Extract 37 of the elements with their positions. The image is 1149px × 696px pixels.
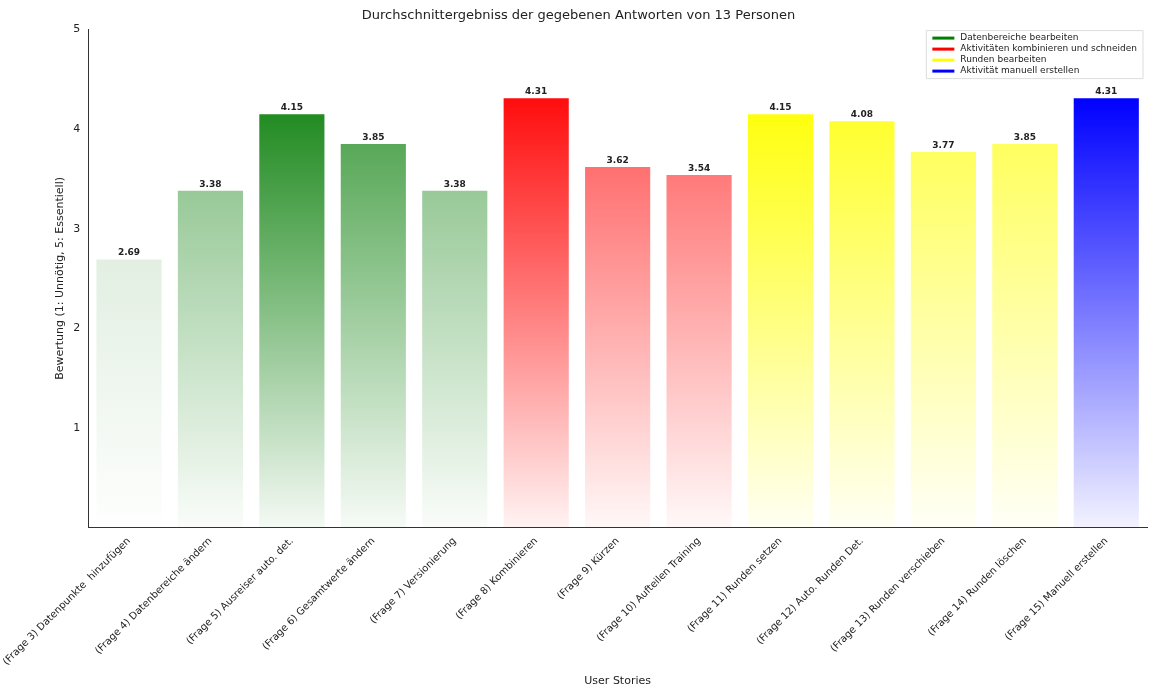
bar — [992, 144, 1058, 528]
y-tick-label: 5 — [73, 22, 81, 36]
legend-label: Datenbereiche bearbeiten — [960, 32, 1079, 43]
chart-title: Durchschnittergebniss der gegebenen Antworten von 13 Personen — [361, 7, 796, 23]
y-tick-label: 1 — [73, 420, 81, 434]
bar — [422, 190, 488, 528]
legend-label: Aktivitäten kombinieren und schneiden — [960, 43, 1138, 54]
data-label: 3.77 — [932, 139, 955, 150]
data-label: 2.69 — [117, 247, 141, 258]
data-label: 4.15 — [280, 102, 303, 113]
y-tick-label: 4 — [73, 121, 81, 135]
bar — [503, 98, 569, 528]
bar — [177, 190, 244, 528]
data-label: 3.38 — [199, 178, 222, 189]
data-label: 3.62 — [606, 154, 629, 165]
data-label: 3.85 — [1013, 131, 1036, 142]
data-label: 3.85 — [362, 131, 385, 142]
bar — [585, 166, 651, 528]
data-label: 3.38 — [443, 178, 466, 189]
y-tick-label: 2 — [73, 321, 81, 335]
bar — [259, 114, 325, 528]
data-label: 4.31 — [525, 86, 548, 97]
data-label: 4.08 — [850, 109, 874, 119]
bar — [1073, 98, 1139, 528]
x-axis-title: User Stories — [584, 674, 652, 688]
legend-label: Aktivität manuell erstellen — [960, 65, 1080, 76]
bar — [747, 114, 814, 528]
bar — [910, 152, 976, 528]
y-axis-title: Bewertung (1: Unnötig, 5: Essentiell) — [52, 177, 66, 380]
bar — [340, 144, 406, 528]
bar — [829, 121, 895, 528]
y-tick-label: 3 — [73, 221, 81, 235]
data-label: 4.31 — [1095, 86, 1118, 97]
data-label: 3.54 — [687, 162, 711, 173]
legend-label: Runden bearbeiten — [960, 54, 1047, 65]
data-label: 4.15 — [769, 102, 792, 113]
bar — [666, 174, 732, 528]
